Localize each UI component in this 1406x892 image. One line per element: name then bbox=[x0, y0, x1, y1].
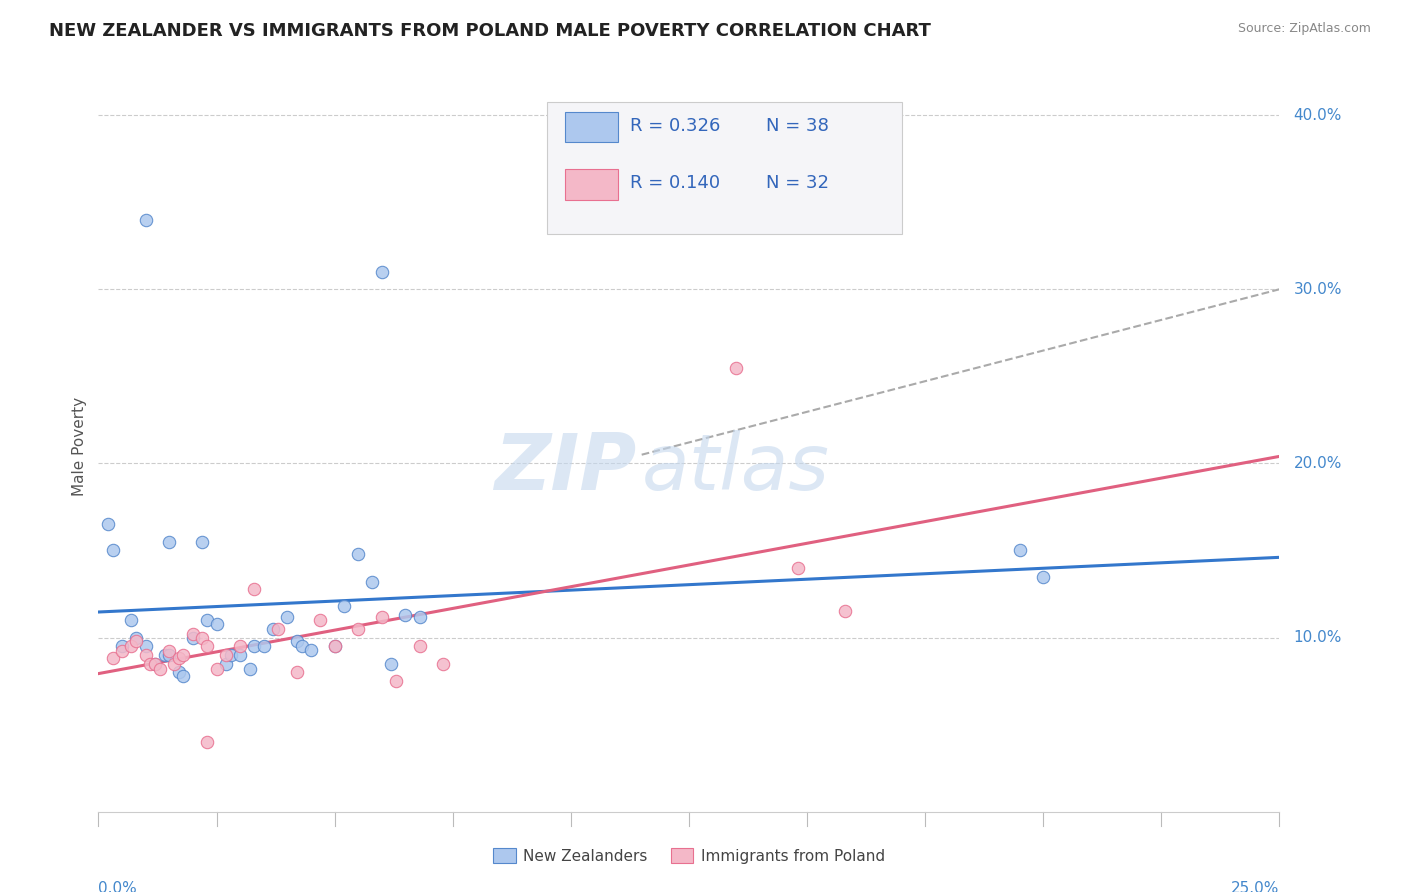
Point bbox=[143, 657, 166, 671]
Point bbox=[408, 640, 430, 654]
Point bbox=[172, 648, 194, 662]
Text: ZIP: ZIP bbox=[494, 430, 636, 506]
Point bbox=[205, 616, 228, 631]
Text: N = 32: N = 32 bbox=[766, 175, 828, 193]
Point bbox=[361, 574, 384, 589]
Point bbox=[143, 657, 166, 671]
Point bbox=[786, 561, 808, 575]
Point bbox=[135, 648, 157, 662]
FancyBboxPatch shape bbox=[565, 112, 619, 143]
Point bbox=[262, 622, 284, 636]
Point bbox=[243, 640, 266, 654]
FancyBboxPatch shape bbox=[547, 103, 901, 234]
Point bbox=[157, 644, 180, 658]
Point bbox=[299, 642, 322, 657]
Point bbox=[347, 622, 370, 636]
Point bbox=[157, 648, 180, 662]
Point bbox=[215, 648, 238, 662]
Point bbox=[157, 534, 180, 549]
Point bbox=[333, 599, 356, 614]
Text: NEW ZEALANDER VS IMMIGRANTS FROM POLAND MALE POVERTY CORRELATION CHART: NEW ZEALANDER VS IMMIGRANTS FROM POLAND … bbox=[49, 22, 931, 40]
Point bbox=[167, 651, 190, 665]
Point bbox=[285, 634, 308, 648]
Point bbox=[276, 609, 298, 624]
Point bbox=[111, 644, 134, 658]
Point bbox=[111, 640, 134, 654]
Point bbox=[135, 640, 157, 654]
Point bbox=[371, 265, 394, 279]
Point bbox=[243, 582, 266, 596]
Text: 40.0%: 40.0% bbox=[1294, 108, 1341, 122]
Point bbox=[394, 607, 416, 622]
Point bbox=[153, 648, 176, 662]
Point bbox=[195, 640, 218, 654]
Point bbox=[290, 640, 312, 654]
Point bbox=[408, 609, 430, 624]
Point bbox=[323, 640, 346, 654]
Point bbox=[139, 657, 162, 671]
FancyBboxPatch shape bbox=[565, 169, 619, 200]
Point bbox=[347, 547, 370, 561]
Point bbox=[725, 360, 748, 375]
Point bbox=[121, 640, 143, 654]
Point bbox=[191, 534, 214, 549]
Point bbox=[253, 640, 276, 654]
Point bbox=[167, 665, 190, 680]
Text: R = 0.140: R = 0.140 bbox=[630, 175, 720, 193]
Point bbox=[215, 657, 238, 671]
Text: atlas: atlas bbox=[641, 430, 830, 506]
Point bbox=[121, 613, 143, 627]
Point bbox=[371, 609, 394, 624]
Point bbox=[229, 648, 252, 662]
Point bbox=[205, 662, 228, 676]
Point bbox=[432, 657, 454, 671]
Point bbox=[172, 669, 194, 683]
Text: 0.0%: 0.0% bbox=[98, 881, 138, 892]
Text: Source: ZipAtlas.com: Source: ZipAtlas.com bbox=[1237, 22, 1371, 36]
Text: R = 0.326: R = 0.326 bbox=[630, 118, 720, 136]
Legend: New Zealanders, Immigrants from Poland: New Zealanders, Immigrants from Poland bbox=[486, 842, 891, 870]
Point bbox=[385, 674, 408, 689]
Point bbox=[125, 634, 148, 648]
Point bbox=[181, 631, 204, 645]
Point bbox=[285, 665, 308, 680]
Text: N = 38: N = 38 bbox=[766, 118, 828, 136]
Point bbox=[163, 657, 186, 671]
Point bbox=[195, 613, 218, 627]
Point bbox=[125, 631, 148, 645]
Point bbox=[219, 648, 242, 662]
Point bbox=[229, 640, 252, 654]
Text: 20.0%: 20.0% bbox=[1294, 456, 1341, 471]
Y-axis label: Male Poverty: Male Poverty bbox=[72, 396, 87, 496]
Point bbox=[1032, 569, 1054, 583]
Point bbox=[195, 735, 218, 749]
Point bbox=[101, 651, 124, 665]
Point bbox=[135, 212, 157, 227]
Point bbox=[380, 657, 402, 671]
Text: 30.0%: 30.0% bbox=[1294, 282, 1343, 297]
Point bbox=[239, 662, 262, 676]
Point bbox=[834, 604, 856, 618]
Point bbox=[323, 640, 346, 654]
Point bbox=[97, 517, 120, 532]
Text: 10.0%: 10.0% bbox=[1294, 630, 1341, 645]
Point bbox=[149, 662, 172, 676]
Point bbox=[101, 543, 124, 558]
Point bbox=[191, 631, 214, 645]
Point bbox=[181, 627, 204, 641]
Text: 25.0%: 25.0% bbox=[1232, 881, 1279, 892]
Point bbox=[309, 613, 332, 627]
Point bbox=[267, 622, 290, 636]
Point bbox=[1008, 543, 1031, 558]
